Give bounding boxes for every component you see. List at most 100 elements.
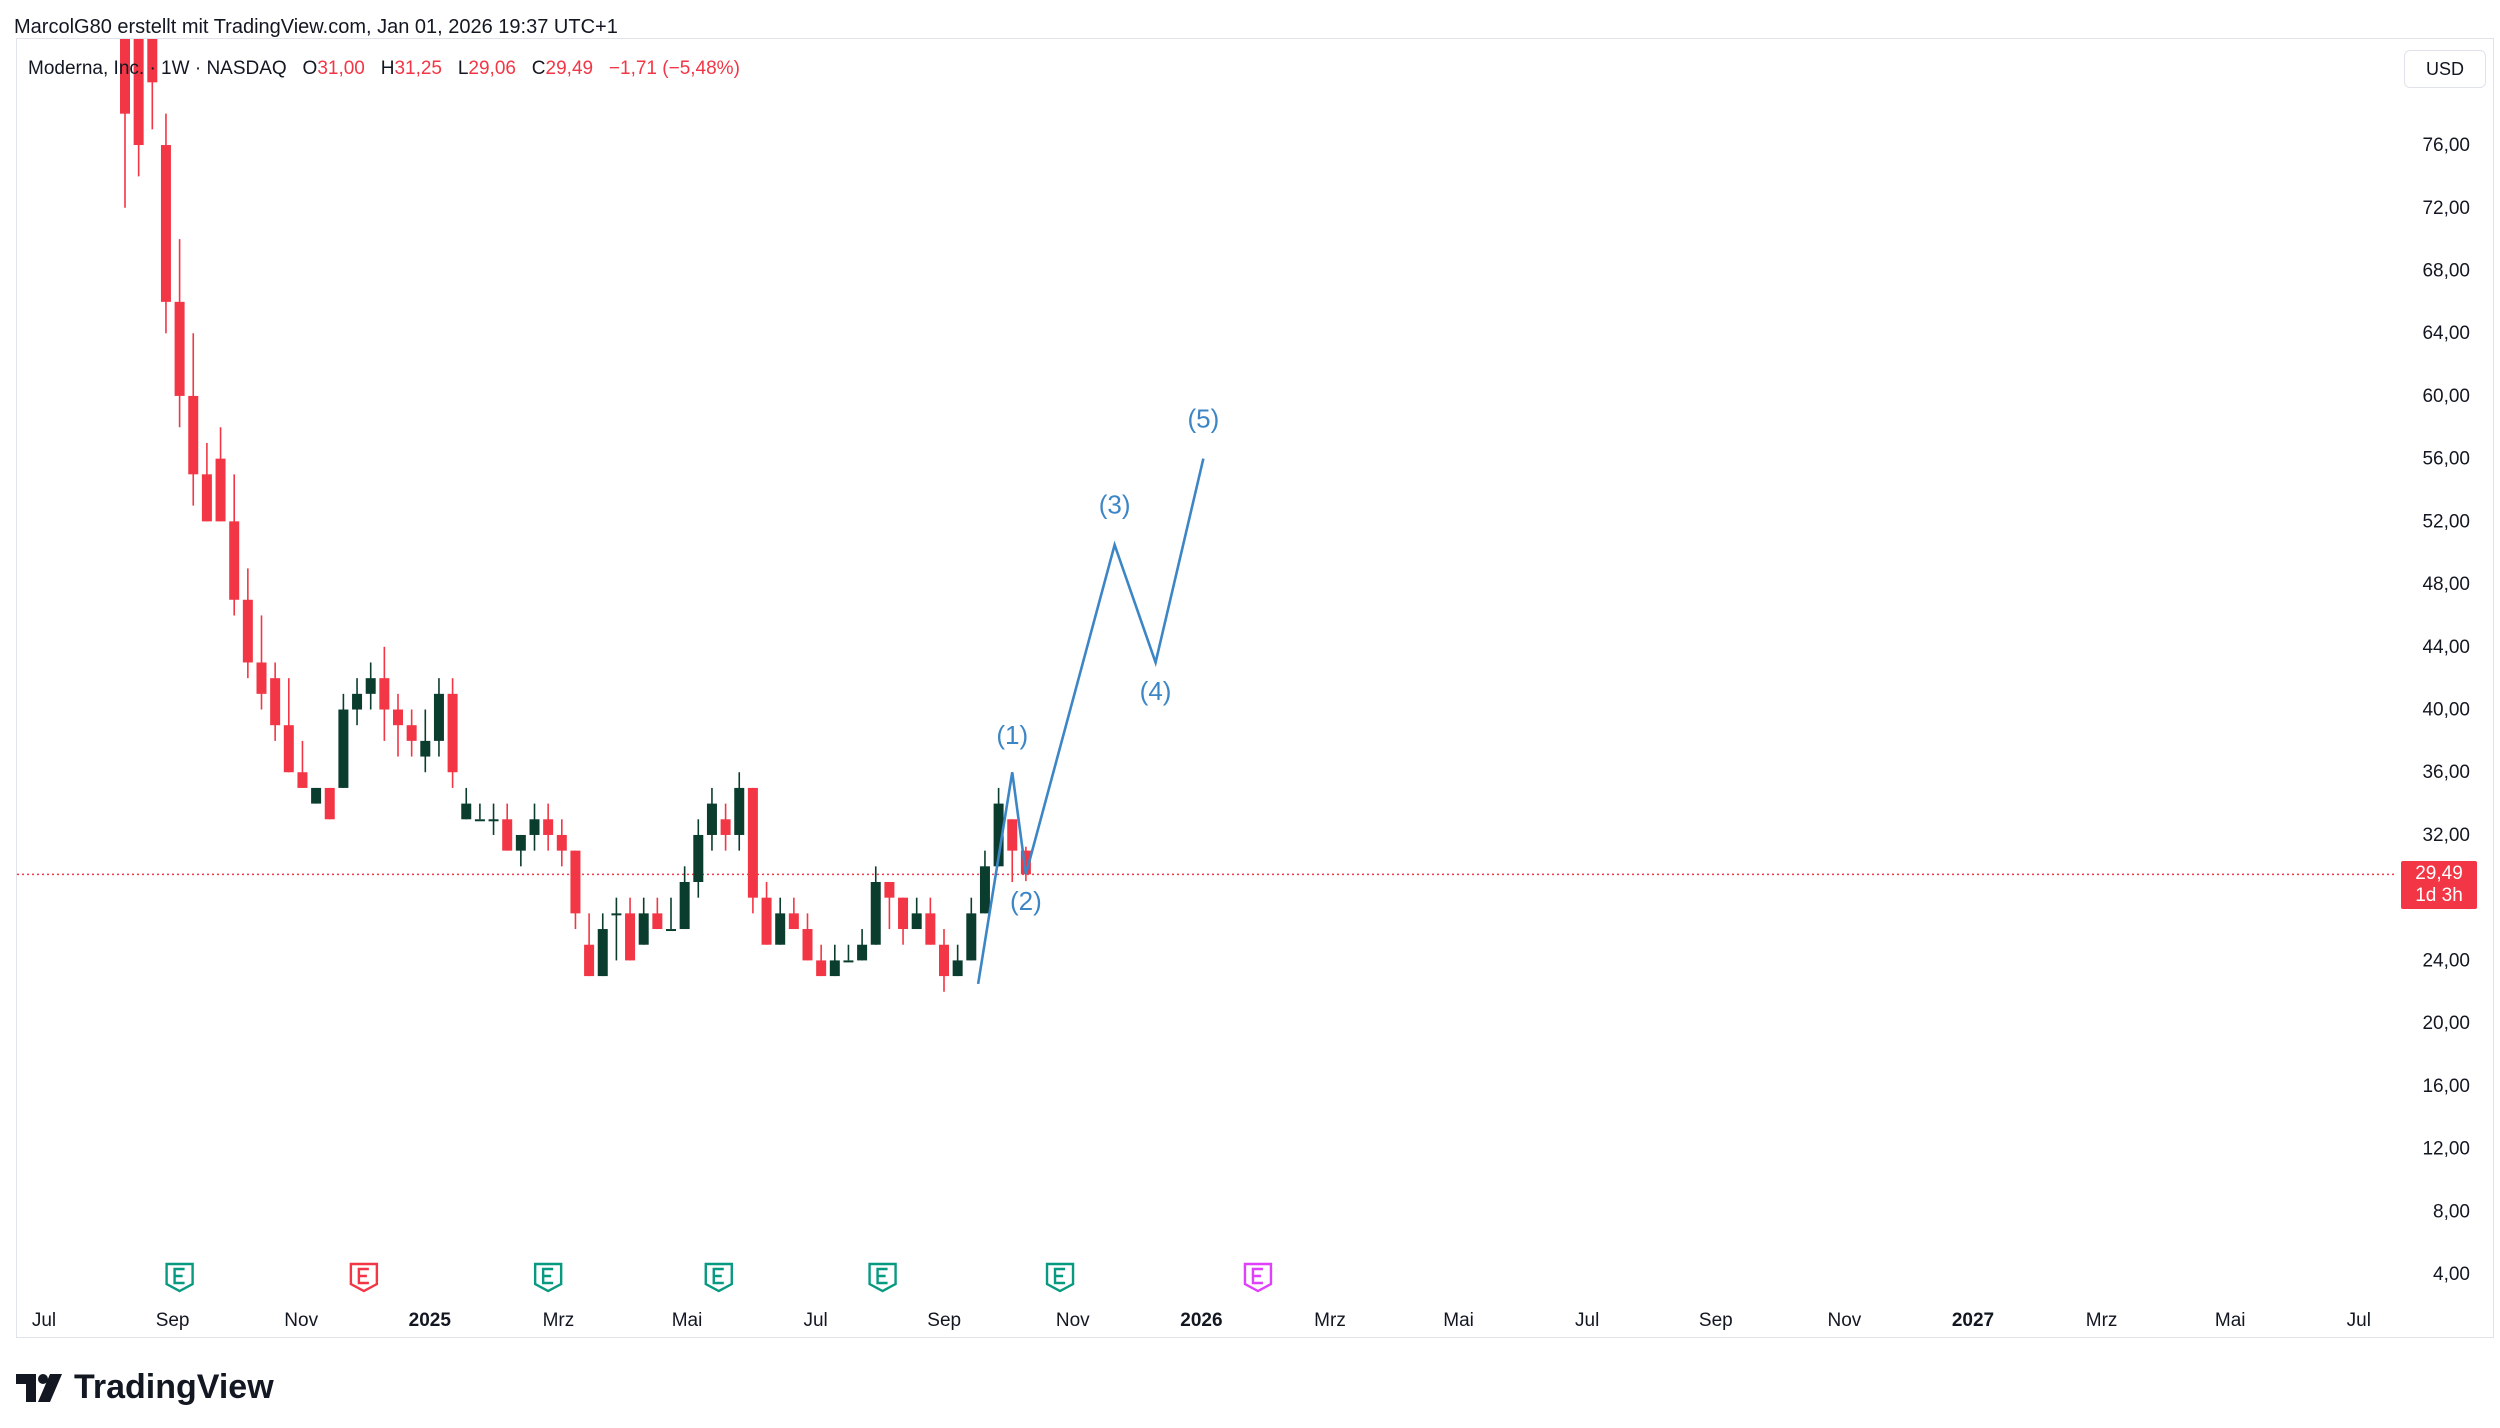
candle-body: [611, 913, 622, 916]
candle-body: [229, 521, 240, 600]
candle-body: [747, 787, 758, 898]
candle-body: [884, 882, 895, 898]
candle-body: [843, 960, 854, 963]
candle: [379, 646, 390, 741]
candle-body: [447, 693, 458, 773]
price-tick-label: 12,00: [2422, 1139, 2470, 1160]
candle-body: [133, 39, 144, 146]
candle: [802, 913, 813, 961]
candle-body: [1007, 819, 1018, 851]
candle-body: [502, 819, 513, 851]
close-label: C: [531, 58, 546, 79]
candle: [734, 772, 745, 851]
time-tick-label: Nov: [1056, 1310, 1090, 1331]
candle: [270, 662, 281, 741]
candle: [884, 882, 895, 930]
earnings-marker-glyph: [1251, 1267, 1263, 1285]
candle-body: [788, 913, 799, 930]
time-tick-label: Jul: [803, 1310, 827, 1331]
price-tick-label: 60,00: [2422, 386, 2470, 407]
candle: [283, 678, 294, 773]
candle: [611, 897, 622, 961]
candle: [447, 678, 458, 788]
time-tick-label: Nov: [284, 1310, 318, 1331]
candle: [625, 897, 636, 961]
candle-body: [406, 725, 417, 741]
candle: [652, 897, 663, 930]
candle-body: [966, 913, 977, 961]
earnings-marker-shape: [349, 1262, 379, 1293]
price-axis: 76,00 72,00 68,00 64,00 60,00 56,00 52,00 48,00…: [2422, 135, 2470, 1285]
candle-body: [693, 834, 704, 882]
candle: [543, 803, 554, 851]
earnings-marker-shape: [1045, 1262, 1075, 1293]
symbol-legend[interactable]: Moderna, Inc. · 1W · NASDAQ O31,00 H31,2…: [28, 58, 740, 80]
candle-body: [461, 803, 472, 820]
candle: [911, 897, 922, 930]
candle: [461, 787, 472, 820]
candle-body: [597, 929, 608, 977]
time-tick-label: 2025: [409, 1310, 452, 1331]
price-tick-label: 72,00: [2422, 198, 2470, 219]
price-tick-label: 56,00: [2422, 449, 2470, 470]
candle: [242, 568, 253, 679]
earnings-marker-glyph: [357, 1267, 369, 1285]
candle: [597, 913, 608, 977]
time-tick-label: Jul: [2347, 1310, 2371, 1331]
candle-body: [474, 819, 485, 822]
elliott-wave-drawing: (1) (2) (3) (4) (5): [976, 403, 1219, 985]
candle: [829, 944, 840, 977]
candle-body: [174, 301, 185, 396]
candle-body: [160, 145, 171, 302]
open-value: 31,00: [317, 58, 365, 79]
candle: [133, 39, 144, 177]
earnings-marker-icon: [533, 1262, 563, 1293]
candle: [474, 803, 485, 822]
candle-body: [706, 803, 717, 835]
chart-credit: MarcolG80 erstellt mit TradingView.com, …: [14, 16, 618, 38]
candle: [160, 113, 171, 334]
candle-body: [201, 474, 212, 522]
earnings-marker-glyph: [1053, 1267, 1066, 1285]
wave-label: (4): [1140, 676, 1172, 706]
price-tick-label: 8,00: [2433, 1201, 2470, 1222]
time-tick-label: Mai: [1443, 1310, 1474, 1331]
price-tick-label: 40,00: [2422, 700, 2470, 721]
earnings-marker-icon: [165, 1262, 194, 1293]
candle: [488, 803, 499, 835]
tradingview-logo[interactable]: TradingView: [16, 1368, 274, 1407]
candle: [120, 39, 130, 208]
candle: [720, 803, 731, 851]
candle: [433, 678, 444, 757]
candle: [570, 850, 581, 930]
earnings-marker-shape: [704, 1262, 733, 1293]
price-tick-label: 16,00: [2422, 1076, 2470, 1097]
candle-body: [352, 693, 363, 710]
high-label: H: [380, 58, 395, 79]
candle: [788, 897, 799, 930]
candle: [666, 897, 676, 932]
candle-body: [952, 960, 963, 977]
candle: [215, 427, 226, 522]
candle: [925, 897, 936, 945]
candle-series: [120, 39, 1031, 992]
candle-body: [365, 678, 376, 694]
wave-label: (5): [1187, 403, 1219, 433]
price-tick-label: 20,00: [2422, 1013, 2470, 1034]
candle: [365, 662, 376, 710]
time-tick-label: Jul: [1575, 1310, 1599, 1331]
currency-button[interactable]: USD: [2404, 50, 2486, 88]
earnings-marker-icon: [704, 1262, 733, 1293]
candle-body: [488, 819, 499, 822]
earnings-marker-glyph: [712, 1267, 724, 1285]
time-tick-label: Mai: [672, 1310, 703, 1331]
time-tick-label: 2027: [1952, 1310, 1994, 1331]
candle: [502, 803, 513, 851]
candle-body: [829, 960, 840, 977]
candle: [775, 897, 786, 945]
wave-label: (2): [1010, 886, 1042, 916]
candle-body: [898, 897, 909, 930]
candle-body: [816, 960, 827, 977]
earnings-marker-shape: [1243, 1262, 1273, 1293]
